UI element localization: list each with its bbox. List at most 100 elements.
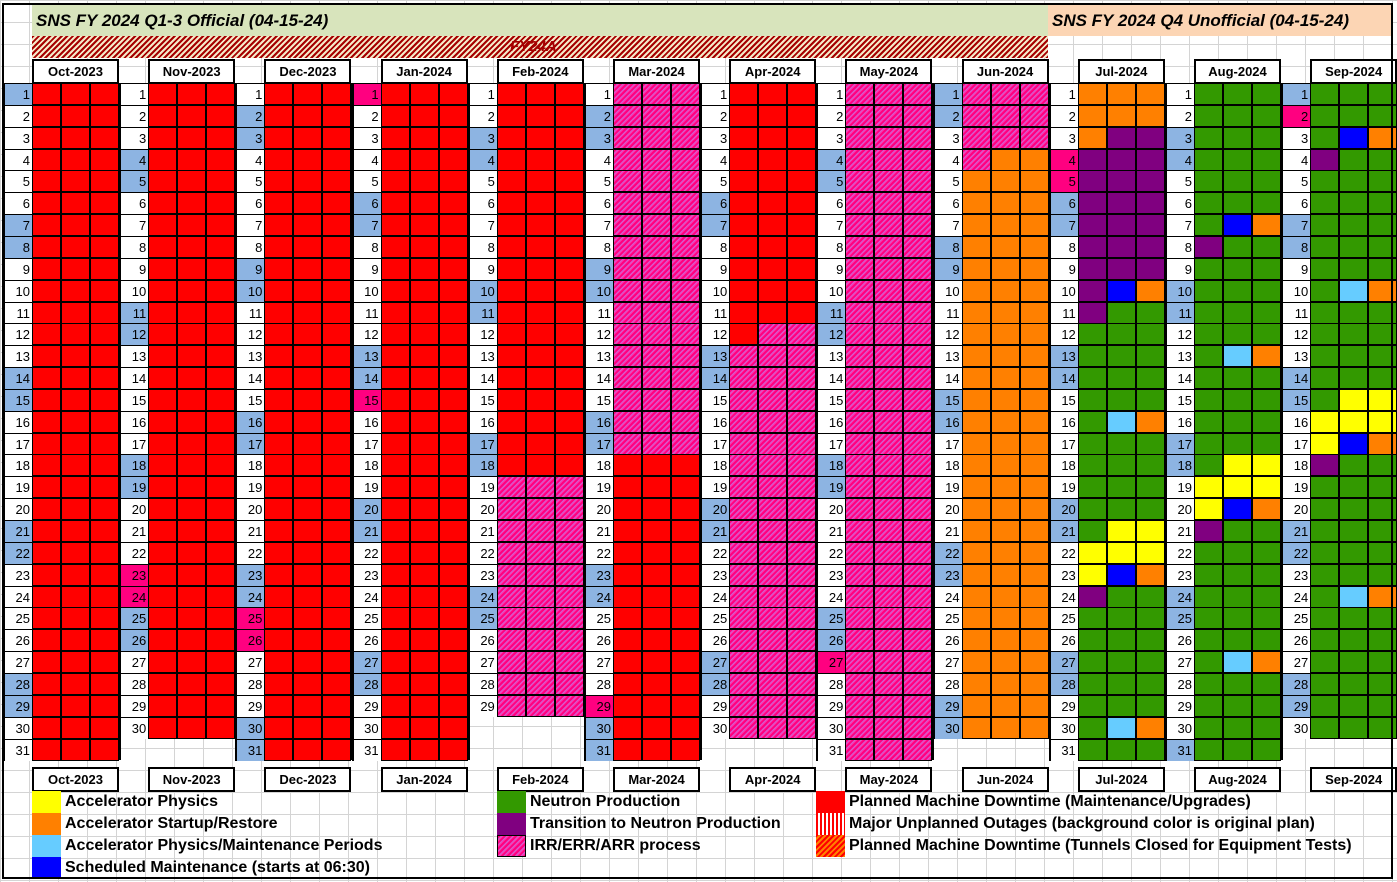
schedule-cell[interactable]	[438, 716, 468, 739]
schedule-cell[interactable]	[874, 520, 904, 542]
schedule-cell[interactable]	[1310, 126, 1340, 149]
schedule-cell[interactable]	[787, 607, 817, 630]
schedule-cell[interactable]	[642, 126, 671, 149]
schedule-cell[interactable]	[206, 432, 236, 455]
schedule-cell[interactable]	[787, 476, 817, 499]
schedule-cell[interactable]	[903, 716, 933, 739]
schedule-cell[interactable]	[61, 235, 90, 258]
schedule-cell[interactable]	[1223, 563, 1252, 586]
schedule-cell[interactable]	[1106, 192, 1136, 215]
schedule-cell[interactable]	[1077, 454, 1107, 477]
schedule-cell[interactable]	[1223, 476, 1252, 499]
schedule-cell[interactable]	[787, 257, 817, 280]
schedule-cell[interactable]	[961, 235, 991, 258]
schedule-cell[interactable]	[525, 148, 555, 171]
schedule-cell[interactable]	[293, 126, 323, 149]
schedule-cell[interactable]	[1019, 454, 1049, 477]
schedule-cell[interactable]	[613, 323, 642, 346]
schedule-cell[interactable]	[438, 192, 468, 215]
schedule-cell[interactable]	[787, 520, 817, 542]
schedule-cell[interactable]	[496, 629, 526, 652]
schedule-cell[interactable]	[525, 454, 555, 477]
schedule-cell[interactable]	[1077, 301, 1107, 324]
schedule-cell[interactable]	[61, 192, 90, 215]
schedule-cell[interactable]	[438, 257, 468, 280]
schedule-cell[interactable]	[1223, 454, 1252, 477]
schedule-cell[interactable]	[729, 126, 759, 149]
schedule-cell[interactable]	[525, 694, 555, 717]
schedule-cell[interactable]	[90, 629, 119, 652]
schedule-cell[interactable]	[61, 498, 90, 521]
schedule-cell[interactable]	[61, 104, 90, 127]
schedule-cell[interactable]	[380, 716, 410, 739]
schedule-cell[interactable]	[1368, 541, 1397, 564]
schedule-cell[interactable]	[874, 235, 904, 258]
schedule-cell[interactable]	[264, 367, 294, 390]
schedule-cell[interactable]	[1135, 104, 1165, 127]
schedule-cell[interactable]	[1194, 520, 1223, 542]
schedule-cell[interactable]	[177, 345, 207, 368]
schedule-cell[interactable]	[1252, 629, 1281, 652]
schedule-cell[interactable]	[409, 192, 439, 215]
schedule-cell[interactable]	[525, 607, 555, 630]
schedule-cell[interactable]	[874, 738, 904, 761]
schedule-cell[interactable]	[322, 192, 352, 215]
schedule-cell[interactable]	[1223, 104, 1252, 127]
schedule-cell[interactable]	[264, 388, 294, 411]
schedule-cell[interactable]	[1019, 367, 1049, 390]
schedule-cell[interactable]	[903, 83, 933, 105]
schedule-cell[interactable]	[1077, 192, 1107, 215]
schedule-cell[interactable]	[525, 672, 555, 695]
schedule-cell[interactable]	[845, 170, 875, 193]
schedule-cell[interactable]	[1135, 629, 1165, 652]
schedule-cell[interactable]	[613, 672, 642, 695]
schedule-cell[interactable]	[1019, 279, 1049, 302]
schedule-cell[interactable]	[903, 126, 933, 149]
schedule-cell[interactable]	[1368, 498, 1397, 521]
schedule-cell[interactable]	[61, 476, 90, 499]
schedule-cell[interactable]	[264, 301, 294, 324]
schedule-cell[interactable]	[1106, 126, 1136, 149]
schedule-cell[interactable]	[293, 214, 323, 237]
schedule-cell[interactable]	[758, 235, 788, 258]
schedule-cell[interactable]	[990, 454, 1020, 477]
schedule-cell[interactable]	[787, 323, 817, 346]
schedule-cell[interactable]	[90, 520, 119, 542]
schedule-cell[interactable]	[525, 83, 555, 105]
schedule-cell[interactable]	[1135, 301, 1165, 324]
schedule-cell[interactable]	[729, 716, 759, 739]
schedule-cell[interactable]	[90, 170, 119, 193]
schedule-cell[interactable]	[1106, 607, 1136, 630]
schedule-cell[interactable]	[671, 716, 700, 739]
schedule-cell[interactable]	[293, 104, 323, 127]
schedule-cell[interactable]	[1252, 498, 1281, 521]
schedule-cell[interactable]	[845, 301, 875, 324]
schedule-cell[interactable]	[148, 170, 178, 193]
schedule-cell[interactable]	[1368, 170, 1397, 193]
schedule-cell[interactable]	[729, 367, 759, 390]
schedule-cell[interactable]	[758, 454, 788, 477]
schedule-cell[interactable]	[61, 170, 90, 193]
schedule-cell[interactable]	[990, 257, 1020, 280]
schedule-cell[interactable]	[264, 170, 294, 193]
schedule-cell[interactable]	[613, 607, 642, 630]
schedule-cell[interactable]	[148, 388, 178, 411]
schedule-cell[interactable]	[1106, 367, 1136, 390]
schedule-cell[interactable]	[903, 345, 933, 368]
schedule-cell[interactable]	[438, 367, 468, 390]
schedule-cell[interactable]	[787, 367, 817, 390]
schedule-cell[interactable]	[961, 104, 991, 127]
schedule-cell[interactable]	[845, 607, 875, 630]
schedule-cell[interactable]	[293, 716, 323, 739]
schedule-cell[interactable]	[1368, 520, 1397, 542]
schedule-cell[interactable]	[1310, 629, 1340, 652]
schedule-cell[interactable]	[177, 83, 207, 105]
schedule-cell[interactable]	[554, 170, 584, 193]
schedule-cell[interactable]	[409, 694, 439, 717]
schedule-cell[interactable]	[1135, 83, 1165, 105]
schedule-cell[interactable]	[845, 410, 875, 433]
schedule-cell[interactable]	[1019, 126, 1049, 149]
schedule-cell[interactable]	[1339, 83, 1369, 105]
schedule-cell[interactable]	[642, 563, 671, 586]
schedule-cell[interactable]	[845, 454, 875, 477]
